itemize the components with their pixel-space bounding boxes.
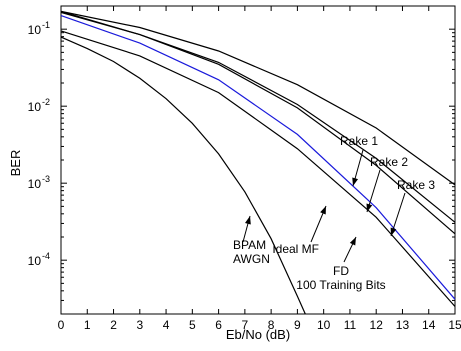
x-tick-label: 3 xyxy=(136,318,143,332)
x-tick-label: 0 xyxy=(58,318,65,332)
annotation-arrowhead-bpam xyxy=(245,216,251,225)
series-line-fd-100-training-bits xyxy=(60,15,456,300)
x-tick-label: 5 xyxy=(189,318,196,332)
y-tick-exponent: -4 xyxy=(42,251,50,261)
annotation-rake2: Rake 2 xyxy=(370,155,408,169)
annotation-rake3: Rake 3 xyxy=(397,178,435,192)
series-line-ideal-mf xyxy=(60,30,456,307)
annotation-idealmf: Ideal MF xyxy=(272,242,319,256)
x-tick-label: 10 xyxy=(317,318,331,332)
annotation-arrowhead-idealmf xyxy=(320,206,326,215)
y-tick-exponent: -1 xyxy=(42,20,50,30)
x-tick-label: 4 xyxy=(163,318,170,332)
annotations-group: Rake 1 Rake 2 Rake 3 Ideal MF FD 100 Training… xyxy=(233,134,435,292)
x-tick-label: 11 xyxy=(344,318,357,332)
series-line-rake-3 xyxy=(60,11,456,235)
annotation-arrowhead-rake1 xyxy=(352,177,359,186)
y-tick-exponent: -3 xyxy=(42,174,50,184)
x-tick-label: 15 xyxy=(448,318,461,332)
series-line-rake-2 xyxy=(60,10,456,223)
x-tick-label: 1 xyxy=(84,318,91,332)
annotation-arrowhead-rake3 xyxy=(390,227,397,236)
series-group xyxy=(60,10,456,315)
x-axis-label: Eb/No (dB) xyxy=(226,327,290,342)
y-tick-exponent: -2 xyxy=(42,97,50,107)
annotation-bpam: BPAM AWGN xyxy=(233,238,270,266)
x-tick-label: 2 xyxy=(110,318,117,332)
y-axis-label: BER xyxy=(8,150,23,177)
series-line-bpam-awgn xyxy=(60,36,306,315)
y-tick-label: 10 xyxy=(28,177,42,191)
annotation-arrowhead-fd xyxy=(349,237,356,246)
x-tick-label: 9 xyxy=(294,318,301,332)
series-line-rake-1 xyxy=(60,10,456,186)
y-tick-label: 10 xyxy=(28,254,42,268)
x-tick-label: 8 xyxy=(268,318,275,332)
annotation-fd: FD 100 Training Bits xyxy=(296,264,385,292)
x-tick-label: 12 xyxy=(370,318,384,332)
x-tick-label: 14 xyxy=(422,318,436,332)
y-tick-label: 10 xyxy=(28,23,42,37)
x-tick-label: 13 xyxy=(396,318,410,332)
annotation-arrowhead-rake2 xyxy=(366,203,373,212)
x-tick-label: 6 xyxy=(215,318,222,332)
x-tick-label: 7 xyxy=(242,318,249,332)
y-tick-label: 10 xyxy=(28,100,42,114)
annotation-rake1: Rake 1 xyxy=(340,134,378,148)
